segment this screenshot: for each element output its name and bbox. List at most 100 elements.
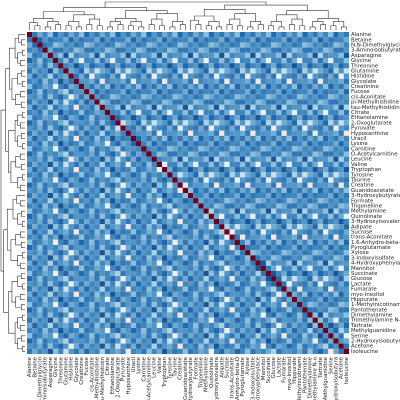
heatmap-cell	[37, 224, 43, 230]
heatmap-cell	[47, 135, 54, 142]
heatmap-cell	[47, 224, 54, 230]
heatmap-cell	[234, 265, 240, 271]
heatmap-cell	[63, 343, 69, 349]
heatmap-cell	[276, 234, 282, 240]
heatmap-cell	[229, 250, 235, 256]
heatmap-cell	[297, 338, 303, 344]
heatmap-cell	[37, 172, 43, 178]
heatmap-cell	[286, 291, 292, 297]
heatmap-cell	[172, 317, 178, 323]
row-label: Succinate	[351, 271, 378, 277]
heatmap-cell	[234, 234, 240, 240]
heatmap-cell	[328, 182, 334, 188]
heatmap-cell	[136, 94, 142, 100]
heatmap-cell	[312, 203, 318, 209]
heatmap-cell	[73, 68, 79, 74]
heatmap-cell	[224, 348, 230, 355]
heatmap-cell	[260, 296, 266, 303]
heatmap-cell	[42, 213, 48, 220]
heatmap-cell	[203, 172, 209, 178]
heatmap-cell	[99, 260, 105, 266]
heatmap-cell	[271, 317, 277, 323]
heatmap-cell	[177, 250, 183, 256]
heatmap-cell	[156, 167, 163, 173]
heatmap-cell	[291, 177, 298, 183]
heatmap-cell	[78, 348, 85, 355]
heatmap-cell	[224, 146, 230, 152]
heatmap-cell	[286, 296, 292, 303]
heatmap-cell	[265, 208, 272, 214]
heatmap-cell	[52, 265, 59, 271]
heatmap-cell	[84, 229, 90, 235]
heatmap-cell	[162, 115, 168, 121]
heatmap-cell	[281, 312, 287, 318]
heatmap-cell	[302, 307, 308, 313]
heatmap-cell	[37, 250, 43, 256]
heatmap-cell	[234, 135, 240, 142]
heatmap-cell	[162, 193, 168, 199]
heatmap-cell	[27, 167, 33, 173]
heatmap-cell	[343, 47, 350, 53]
heatmap-cell	[177, 177, 183, 183]
heatmap-cell	[333, 172, 339, 178]
heatmap-cell	[213, 94, 220, 100]
heatmap-cell	[182, 172, 189, 178]
heatmap-cell	[317, 37, 324, 43]
heatmap-cell	[94, 130, 100, 136]
heatmap-cell	[302, 312, 308, 318]
heatmap-cell	[182, 42, 189, 48]
heatmap-cell	[78, 255, 85, 261]
heatmap-cell	[188, 167, 194, 173]
heatmap-cell	[224, 307, 230, 313]
row-label: Uracil	[351, 136, 366, 142]
heatmap-cell	[167, 94, 173, 100]
heatmap-cell	[141, 151, 147, 157]
heatmap-cell	[151, 276, 157, 282]
heatmap-cell	[307, 338, 313, 344]
heatmap-cell	[281, 63, 287, 69]
heatmap-cell	[162, 47, 168, 53]
heatmap-cell	[265, 296, 272, 303]
heatmap-cell	[317, 229, 324, 235]
heatmap-cell	[260, 348, 266, 355]
heatmap-cell	[291, 47, 298, 53]
row-label: 1,6-Anhydro-beta-D	[351, 240, 400, 246]
heatmap-cell	[188, 193, 194, 199]
heatmap-cell	[182, 302, 189, 308]
heatmap-cell	[271, 286, 277, 292]
heatmap-cell	[239, 182, 246, 188]
heatmap-cell	[130, 229, 137, 235]
heatmap-cell	[110, 32, 116, 38]
heatmap-cell	[125, 265, 131, 271]
heatmap-cell	[333, 99, 339, 105]
heatmap-cell	[52, 182, 59, 188]
heatmap-cell	[276, 322, 282, 329]
heatmap-cell	[286, 224, 292, 230]
heatmap-cell	[307, 312, 313, 318]
heatmap-cell	[162, 333, 168, 339]
heatmap-cell	[47, 130, 54, 136]
heatmap-cell	[42, 286, 48, 292]
heatmap-cell	[146, 322, 152, 329]
column-label: 3-Aminoisobutyrate	[43, 356, 49, 400]
heatmap-cell	[286, 265, 292, 271]
heatmap-cell	[27, 57, 33, 64]
heatmap-cell	[188, 32, 194, 38]
heatmap-cell	[208, 135, 215, 142]
heatmap-cell	[224, 57, 230, 64]
heatmap-cell	[120, 322, 126, 329]
heatmap-cell	[125, 234, 131, 240]
heatmap-cell	[328, 156, 334, 162]
heatmap-cell	[130, 177, 137, 183]
heatmap-cell	[162, 37, 168, 43]
heatmap-cell	[162, 296, 168, 303]
heatmap-cell	[208, 348, 215, 355]
heatmap-cell	[84, 141, 90, 147]
heatmap-cell	[125, 302, 131, 308]
heatmap-cell	[167, 302, 173, 308]
heatmap-cell	[302, 224, 308, 230]
heatmap-cell	[78, 229, 85, 235]
heatmap-cell	[172, 120, 178, 126]
heatmap-cell	[52, 208, 59, 214]
heatmap-cell	[286, 68, 292, 74]
